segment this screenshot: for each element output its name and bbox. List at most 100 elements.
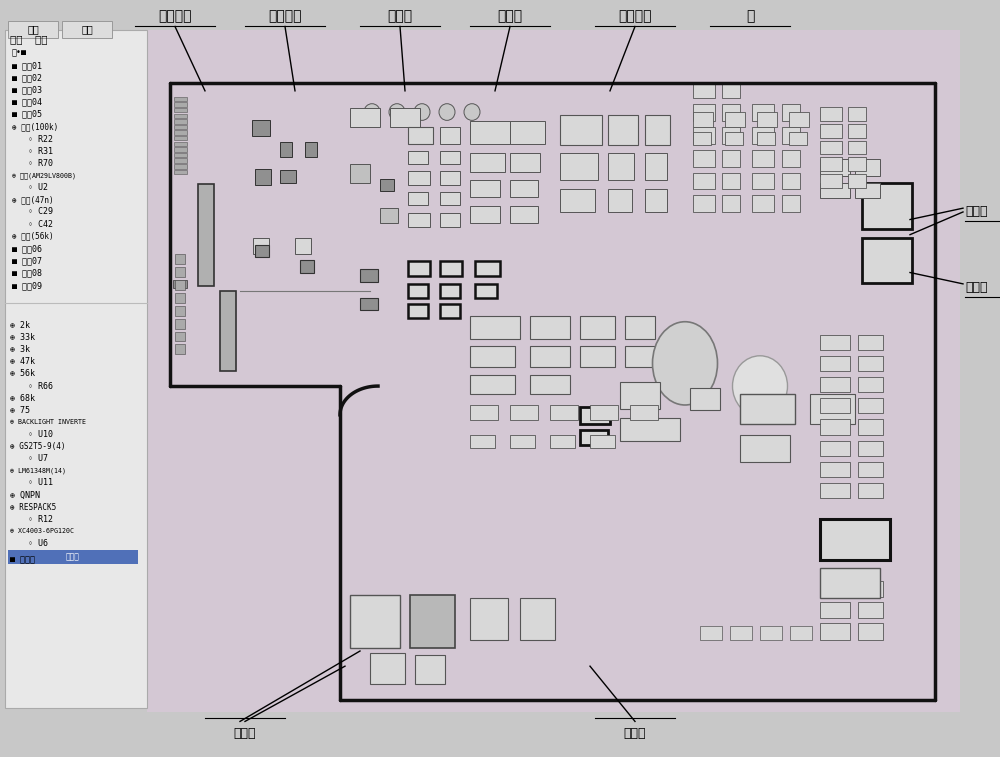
Bar bbox=[408, 171, 430, 185]
Bar bbox=[470, 121, 510, 144]
Text: ◦ R31: ◦ R31 bbox=[18, 147, 53, 156]
Bar bbox=[820, 462, 850, 477]
Text: ⊕ 尺寸(56k): ⊕ 尺寸(56k) bbox=[12, 232, 54, 241]
Bar bbox=[862, 238, 912, 283]
Bar bbox=[580, 407, 610, 424]
Bar bbox=[645, 153, 667, 180]
Bar bbox=[440, 213, 460, 227]
Text: ■ 局部01: ■ 局部01 bbox=[12, 61, 42, 70]
Text: ■ 局部05: ■ 局部05 bbox=[12, 110, 42, 119]
Bar bbox=[725, 112, 745, 127]
Bar bbox=[510, 121, 545, 144]
Bar bbox=[858, 483, 883, 498]
Bar bbox=[730, 626, 752, 640]
Bar bbox=[693, 104, 715, 121]
Bar bbox=[820, 141, 842, 154]
Bar bbox=[848, 124, 866, 138]
Bar bbox=[752, 127, 774, 144]
Bar bbox=[520, 598, 555, 640]
Bar bbox=[440, 127, 460, 144]
Bar bbox=[255, 245, 269, 257]
Bar bbox=[625, 316, 655, 339]
Bar bbox=[782, 173, 800, 189]
Text: ◦ U10: ◦ U10 bbox=[18, 430, 53, 439]
Bar bbox=[440, 284, 460, 298]
Bar bbox=[820, 568, 880, 598]
Bar bbox=[752, 195, 774, 212]
Text: ■ 局部06: ■ 局部06 bbox=[12, 245, 42, 254]
Bar bbox=[693, 127, 715, 144]
Text: ◦ R66: ◦ R66 bbox=[18, 382, 53, 391]
Bar bbox=[470, 180, 500, 197]
Bar bbox=[408, 261, 430, 276]
Bar bbox=[722, 127, 740, 144]
Bar bbox=[174, 114, 187, 118]
Bar bbox=[470, 598, 508, 640]
Ellipse shape bbox=[652, 322, 718, 405]
Bar bbox=[757, 132, 775, 145]
Text: ⊕ LM61348M(14): ⊕ LM61348M(14) bbox=[10, 468, 66, 474]
Ellipse shape bbox=[439, 104, 455, 120]
Bar bbox=[174, 119, 187, 123]
Text: ◦ R70: ◦ R70 bbox=[18, 159, 53, 168]
Bar bbox=[752, 150, 774, 167]
Bar bbox=[8, 550, 138, 564]
Bar bbox=[820, 602, 850, 618]
Text: 白色元件: 白色元件 bbox=[158, 9, 192, 23]
Text: 黄色金: 黄色金 bbox=[387, 9, 413, 23]
Bar bbox=[410, 595, 455, 648]
Bar bbox=[625, 346, 655, 367]
Bar bbox=[470, 206, 500, 223]
Text: ⊕ 尺寸(AM29LV800B): ⊕ 尺寸(AM29LV800B) bbox=[12, 173, 76, 179]
Bar bbox=[790, 626, 812, 640]
Bar bbox=[858, 419, 883, 435]
Bar bbox=[820, 623, 850, 640]
Text: ⊕ 尺寸(47n): ⊕ 尺寸(47n) bbox=[12, 195, 54, 204]
Bar bbox=[408, 151, 428, 164]
Bar bbox=[175, 319, 185, 329]
Bar bbox=[220, 291, 236, 371]
Bar bbox=[645, 189, 667, 212]
Bar bbox=[175, 254, 185, 264]
Bar bbox=[175, 306, 185, 316]
Bar bbox=[174, 153, 187, 157]
Bar bbox=[782, 127, 800, 144]
Bar bbox=[174, 108, 187, 113]
Bar bbox=[645, 115, 670, 145]
Bar bbox=[757, 112, 777, 127]
Bar bbox=[470, 435, 495, 448]
Text: ◦ C29: ◦ C29 bbox=[18, 207, 53, 217]
Bar bbox=[440, 261, 462, 276]
Bar bbox=[408, 127, 433, 144]
Text: ⊕ 75: ⊕ 75 bbox=[10, 406, 30, 415]
Bar bbox=[530, 316, 570, 339]
Bar bbox=[820, 441, 850, 456]
Bar bbox=[408, 213, 430, 227]
Bar bbox=[858, 602, 883, 618]
Bar bbox=[174, 170, 187, 174]
Bar bbox=[408, 304, 428, 318]
Bar bbox=[360, 298, 378, 310]
Bar bbox=[510, 206, 538, 223]
Bar bbox=[722, 82, 740, 98]
Bar bbox=[173, 280, 187, 288]
Bar bbox=[175, 267, 185, 277]
Bar bbox=[858, 441, 883, 456]
Bar bbox=[440, 192, 460, 205]
Bar bbox=[560, 189, 595, 212]
Bar bbox=[380, 208, 398, 223]
Bar bbox=[174, 164, 187, 169]
Bar bbox=[360, 269, 378, 282]
Bar bbox=[820, 483, 850, 498]
Bar bbox=[475, 284, 497, 298]
Bar bbox=[722, 173, 740, 189]
Bar bbox=[740, 435, 790, 462]
Bar bbox=[305, 142, 317, 157]
Bar bbox=[370, 653, 405, 684]
Bar bbox=[855, 159, 880, 176]
Bar bbox=[198, 184, 214, 286]
Bar bbox=[415, 655, 445, 684]
Text: 灰色元件: 灰色元件 bbox=[618, 9, 652, 23]
Bar bbox=[440, 151, 460, 164]
Bar bbox=[174, 147, 187, 151]
